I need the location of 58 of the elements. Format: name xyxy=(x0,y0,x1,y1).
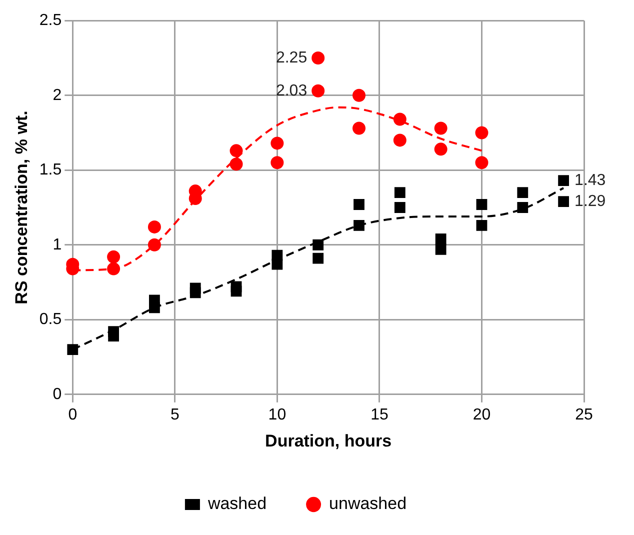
point xyxy=(435,244,446,255)
point xyxy=(149,302,160,314)
data-label: 2.25 xyxy=(276,49,308,66)
y-tick-label: 2 xyxy=(52,86,62,104)
legend-label: unwashed xyxy=(329,494,407,514)
point xyxy=(354,199,364,210)
point xyxy=(230,286,242,297)
y-tick-label: 0.5 xyxy=(39,311,62,328)
x-tick-label: 10 xyxy=(268,406,286,424)
y-tick-label: 2.5 xyxy=(39,12,62,30)
data-label: 2.03 xyxy=(276,82,308,100)
point xyxy=(352,122,366,135)
point xyxy=(230,144,243,158)
point xyxy=(148,220,161,234)
point xyxy=(352,88,366,102)
point xyxy=(272,258,283,270)
x-tick-label: 15 xyxy=(370,406,388,424)
point xyxy=(270,156,284,170)
x-tick-label: 20 xyxy=(472,406,491,424)
point xyxy=(558,175,569,186)
x-tick-label: 5 xyxy=(170,406,180,424)
point xyxy=(270,136,284,150)
point xyxy=(434,142,448,156)
point xyxy=(393,134,406,147)
point xyxy=(476,199,488,210)
point xyxy=(475,126,488,140)
point xyxy=(230,158,243,171)
data-label: 1.29 xyxy=(574,192,606,210)
point xyxy=(517,202,528,213)
point xyxy=(354,220,364,231)
legend-label: washed xyxy=(206,494,267,514)
point xyxy=(312,51,325,64)
point xyxy=(107,262,120,276)
point xyxy=(435,233,446,244)
y-tick-label: 1 xyxy=(52,236,62,254)
y-axis-title: RS concentration, % wt. xyxy=(12,110,31,304)
point xyxy=(312,239,324,250)
point xyxy=(558,196,569,207)
point xyxy=(108,330,119,342)
point xyxy=(394,187,406,198)
point xyxy=(517,187,528,198)
y-tick-label: 0 xyxy=(52,386,62,403)
point xyxy=(148,238,161,252)
y-tick-label: 1.5 xyxy=(39,162,62,179)
point xyxy=(394,202,406,213)
point xyxy=(107,250,120,264)
point xyxy=(67,344,78,355)
point xyxy=(190,287,201,298)
x-axis-title: Duration, hours xyxy=(265,431,392,450)
x-tick-label: 0 xyxy=(68,406,78,424)
x-tick-label: 25 xyxy=(575,406,593,424)
point xyxy=(393,112,406,126)
point xyxy=(475,156,488,170)
data-label: 1.43 xyxy=(574,172,606,189)
point xyxy=(312,84,325,98)
point xyxy=(312,252,324,264)
point xyxy=(476,220,488,231)
point xyxy=(434,122,448,135)
